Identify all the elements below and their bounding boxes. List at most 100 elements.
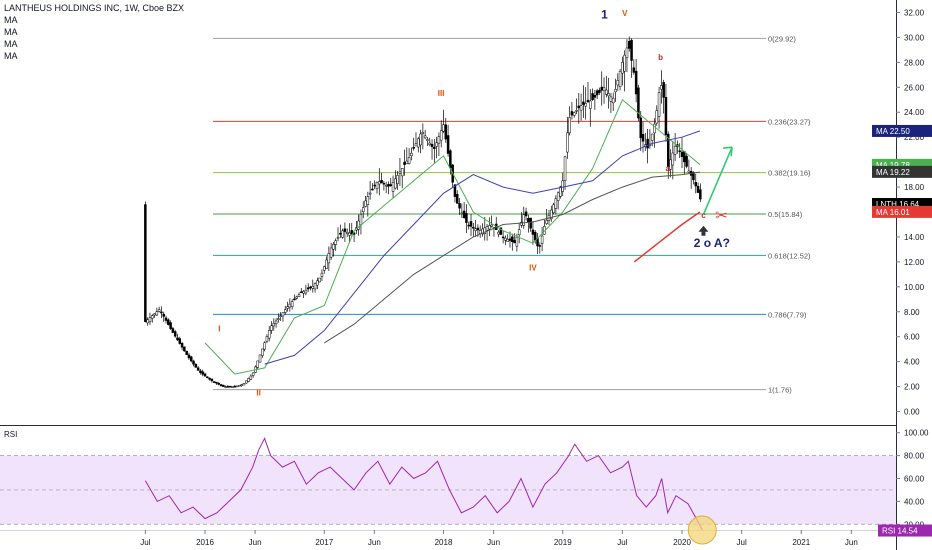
candle-body bbox=[453, 184, 457, 197]
candle-body bbox=[595, 90, 599, 96]
indicator-label: MA bbox=[4, 15, 18, 25]
rsi-tick-label: 100.00 bbox=[904, 429, 929, 438]
candle-body bbox=[699, 189, 702, 200]
fib-level-label: 0.618(12.52) bbox=[768, 251, 811, 260]
moving-average-line bbox=[633, 211, 701, 263]
candle-body bbox=[208, 377, 211, 380]
price-tag-label: MA 19.22 bbox=[876, 168, 910, 177]
candle-body bbox=[160, 311, 163, 314]
candle-body bbox=[233, 385, 237, 388]
candle-body bbox=[203, 373, 207, 377]
wave-label: V bbox=[622, 9, 628, 18]
candle-body bbox=[288, 303, 292, 308]
wave-label: IV bbox=[529, 264, 537, 273]
candle-body bbox=[192, 360, 195, 365]
candle-body bbox=[398, 171, 402, 174]
candle-body bbox=[696, 185, 700, 193]
time-tick-label: Jun bbox=[845, 538, 858, 547]
fib-level-label: 0(29.92) bbox=[768, 34, 796, 43]
candle-body bbox=[180, 343, 184, 348]
time-tick-label: Jul bbox=[617, 538, 627, 547]
candle-body bbox=[462, 210, 466, 219]
candle-body bbox=[446, 135, 450, 154]
candle-body bbox=[444, 124, 448, 140]
candle-body bbox=[577, 105, 581, 109]
candle-body bbox=[513, 240, 516, 244]
candle-body bbox=[662, 82, 665, 98]
candle-body bbox=[687, 170, 691, 173]
candle-body bbox=[485, 226, 489, 231]
candle-body bbox=[584, 103, 587, 107]
candle-body bbox=[625, 47, 629, 59]
candle-body bbox=[176, 337, 179, 341]
candle-body bbox=[405, 160, 409, 165]
candle-body bbox=[499, 227, 503, 235]
candle-body bbox=[650, 133, 654, 141]
candle-body bbox=[671, 152, 675, 166]
candle-body bbox=[173, 331, 177, 337]
candle-body bbox=[472, 226, 475, 229]
indicator-label: MA bbox=[4, 51, 18, 61]
candle-body bbox=[449, 150, 452, 169]
candle-body bbox=[144, 204, 147, 322]
indicator-label: MA bbox=[4, 39, 18, 49]
candle-body bbox=[148, 317, 152, 322]
candle-body bbox=[171, 328, 175, 333]
candle-body bbox=[196, 367, 200, 371]
candle-body bbox=[664, 97, 668, 136]
candle-body bbox=[527, 218, 530, 223]
wave-label: II bbox=[256, 388, 260, 397]
candle-body bbox=[297, 294, 301, 297]
candle-body bbox=[488, 225, 491, 230]
candle-body bbox=[361, 207, 365, 213]
price-tick-label: 10.00 bbox=[904, 283, 925, 292]
candle-body bbox=[242, 382, 246, 386]
candle-body bbox=[167, 319, 170, 325]
candle-body bbox=[199, 370, 202, 373]
candle-body bbox=[483, 227, 487, 234]
candle-body bbox=[673, 145, 677, 155]
candle-body bbox=[293, 298, 296, 301]
candle-body bbox=[384, 184, 388, 187]
candle-body bbox=[316, 280, 319, 286]
candle-body bbox=[327, 253, 331, 264]
candle-body bbox=[641, 134, 645, 142]
candle-body bbox=[435, 142, 438, 147]
candle-body bbox=[600, 86, 603, 91]
price-tick-label: 8.00 bbox=[904, 308, 920, 317]
candle-body bbox=[552, 204, 555, 213]
candle-body bbox=[607, 93, 610, 97]
rsi-title: RSI bbox=[4, 430, 17, 439]
candle-body bbox=[222, 384, 225, 387]
indicator-label: MA bbox=[4, 27, 18, 37]
candle-body bbox=[265, 336, 269, 342]
candle-body bbox=[309, 286, 312, 289]
candle-body bbox=[224, 386, 227, 388]
candle-body bbox=[228, 385, 232, 388]
candle-body bbox=[350, 230, 354, 234]
candle-body bbox=[274, 320, 278, 325]
candle-body bbox=[469, 221, 473, 227]
candle-body bbox=[550, 209, 553, 220]
candle-body bbox=[515, 236, 519, 247]
candle-body bbox=[153, 313, 156, 316]
candle-body bbox=[563, 156, 567, 181]
candle-body bbox=[692, 172, 695, 181]
candle-body bbox=[320, 272, 324, 277]
candle-body bbox=[302, 291, 305, 294]
candle-body bbox=[382, 182, 386, 185]
candle-body bbox=[646, 138, 649, 149]
price-tick-label: 22.00 bbox=[904, 133, 925, 142]
price-tick-label: 18.00 bbox=[904, 183, 925, 192]
candle-body bbox=[185, 350, 188, 355]
candle-body bbox=[231, 386, 234, 388]
candle-body bbox=[304, 289, 308, 294]
price-tick-label: 14.00 bbox=[904, 233, 925, 242]
candle-body bbox=[286, 306, 289, 309]
candle-body bbox=[258, 354, 262, 363]
candle-body bbox=[270, 325, 273, 331]
candle-body bbox=[529, 217, 532, 229]
candle-body bbox=[235, 385, 239, 388]
